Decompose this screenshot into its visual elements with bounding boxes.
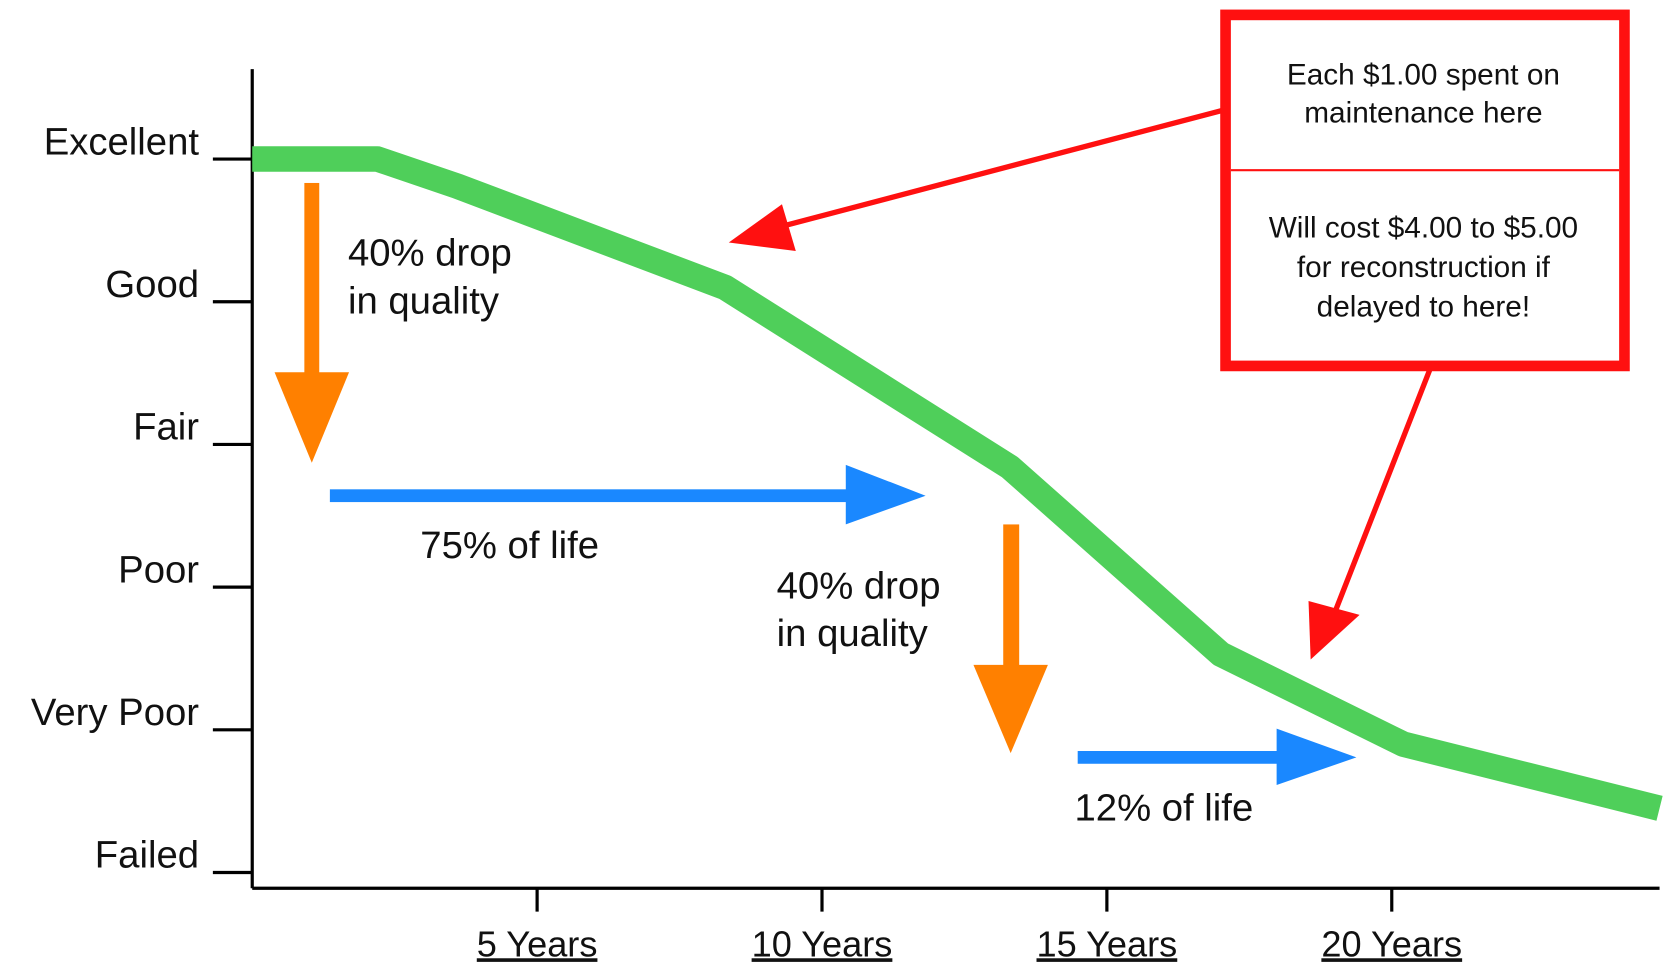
annotation: in quality [348, 279, 500, 322]
arrow [973, 664, 1048, 754]
annotation: 40% drop [777, 564, 941, 607]
plot: Excellent Good Fair Poor Very Poor Failed 5 Ye… [31, 120, 1663, 964]
arrow [274, 372, 350, 463]
y-tick-label: Good [105, 263, 199, 306]
arrow [1308, 601, 1360, 660]
callout-text: for reconstruction if [1297, 251, 1551, 284]
y-tick-label: Failed [95, 834, 199, 877]
x-tick-label: 5 Years [477, 923, 598, 964]
x-tick-label: 10 Years [752, 923, 893, 964]
callout-text: Each $1.00 spent on [1287, 58, 1560, 91]
x-tick-label: 20 Years [1321, 923, 1462, 964]
arrow [329, 489, 852, 503]
x-tick-label: 15 Years [1037, 923, 1178, 964]
arrow [1077, 750, 1282, 764]
annotation: 40% drop [348, 231, 512, 274]
y-tick-label: Fair [133, 406, 199, 449]
y-tick-label: Excellent [44, 120, 200, 163]
arrow [728, 204, 796, 252]
arrow [304, 182, 320, 375]
annotation: 12% of life [1075, 787, 1254, 830]
callout-box [1220, 9, 1630, 372]
arrow [1003, 524, 1020, 667]
arrow [1332, 366, 1434, 613]
arrow [1276, 728, 1357, 786]
callout-text: delayed to here! [1317, 290, 1530, 323]
callout-text: Will cost $4.00 to $5.00 [1269, 212, 1578, 245]
y-tick-label: Poor [118, 548, 199, 591]
data-line [252, 146, 1663, 821]
arrow [775, 106, 1227, 231]
y-tick-label: Very Poor [31, 691, 199, 734]
annotation: 75% of life [420, 524, 599, 567]
arrow [845, 464, 926, 525]
callout-text: maintenance here [1304, 97, 1542, 130]
annotation: in quality [777, 612, 929, 655]
